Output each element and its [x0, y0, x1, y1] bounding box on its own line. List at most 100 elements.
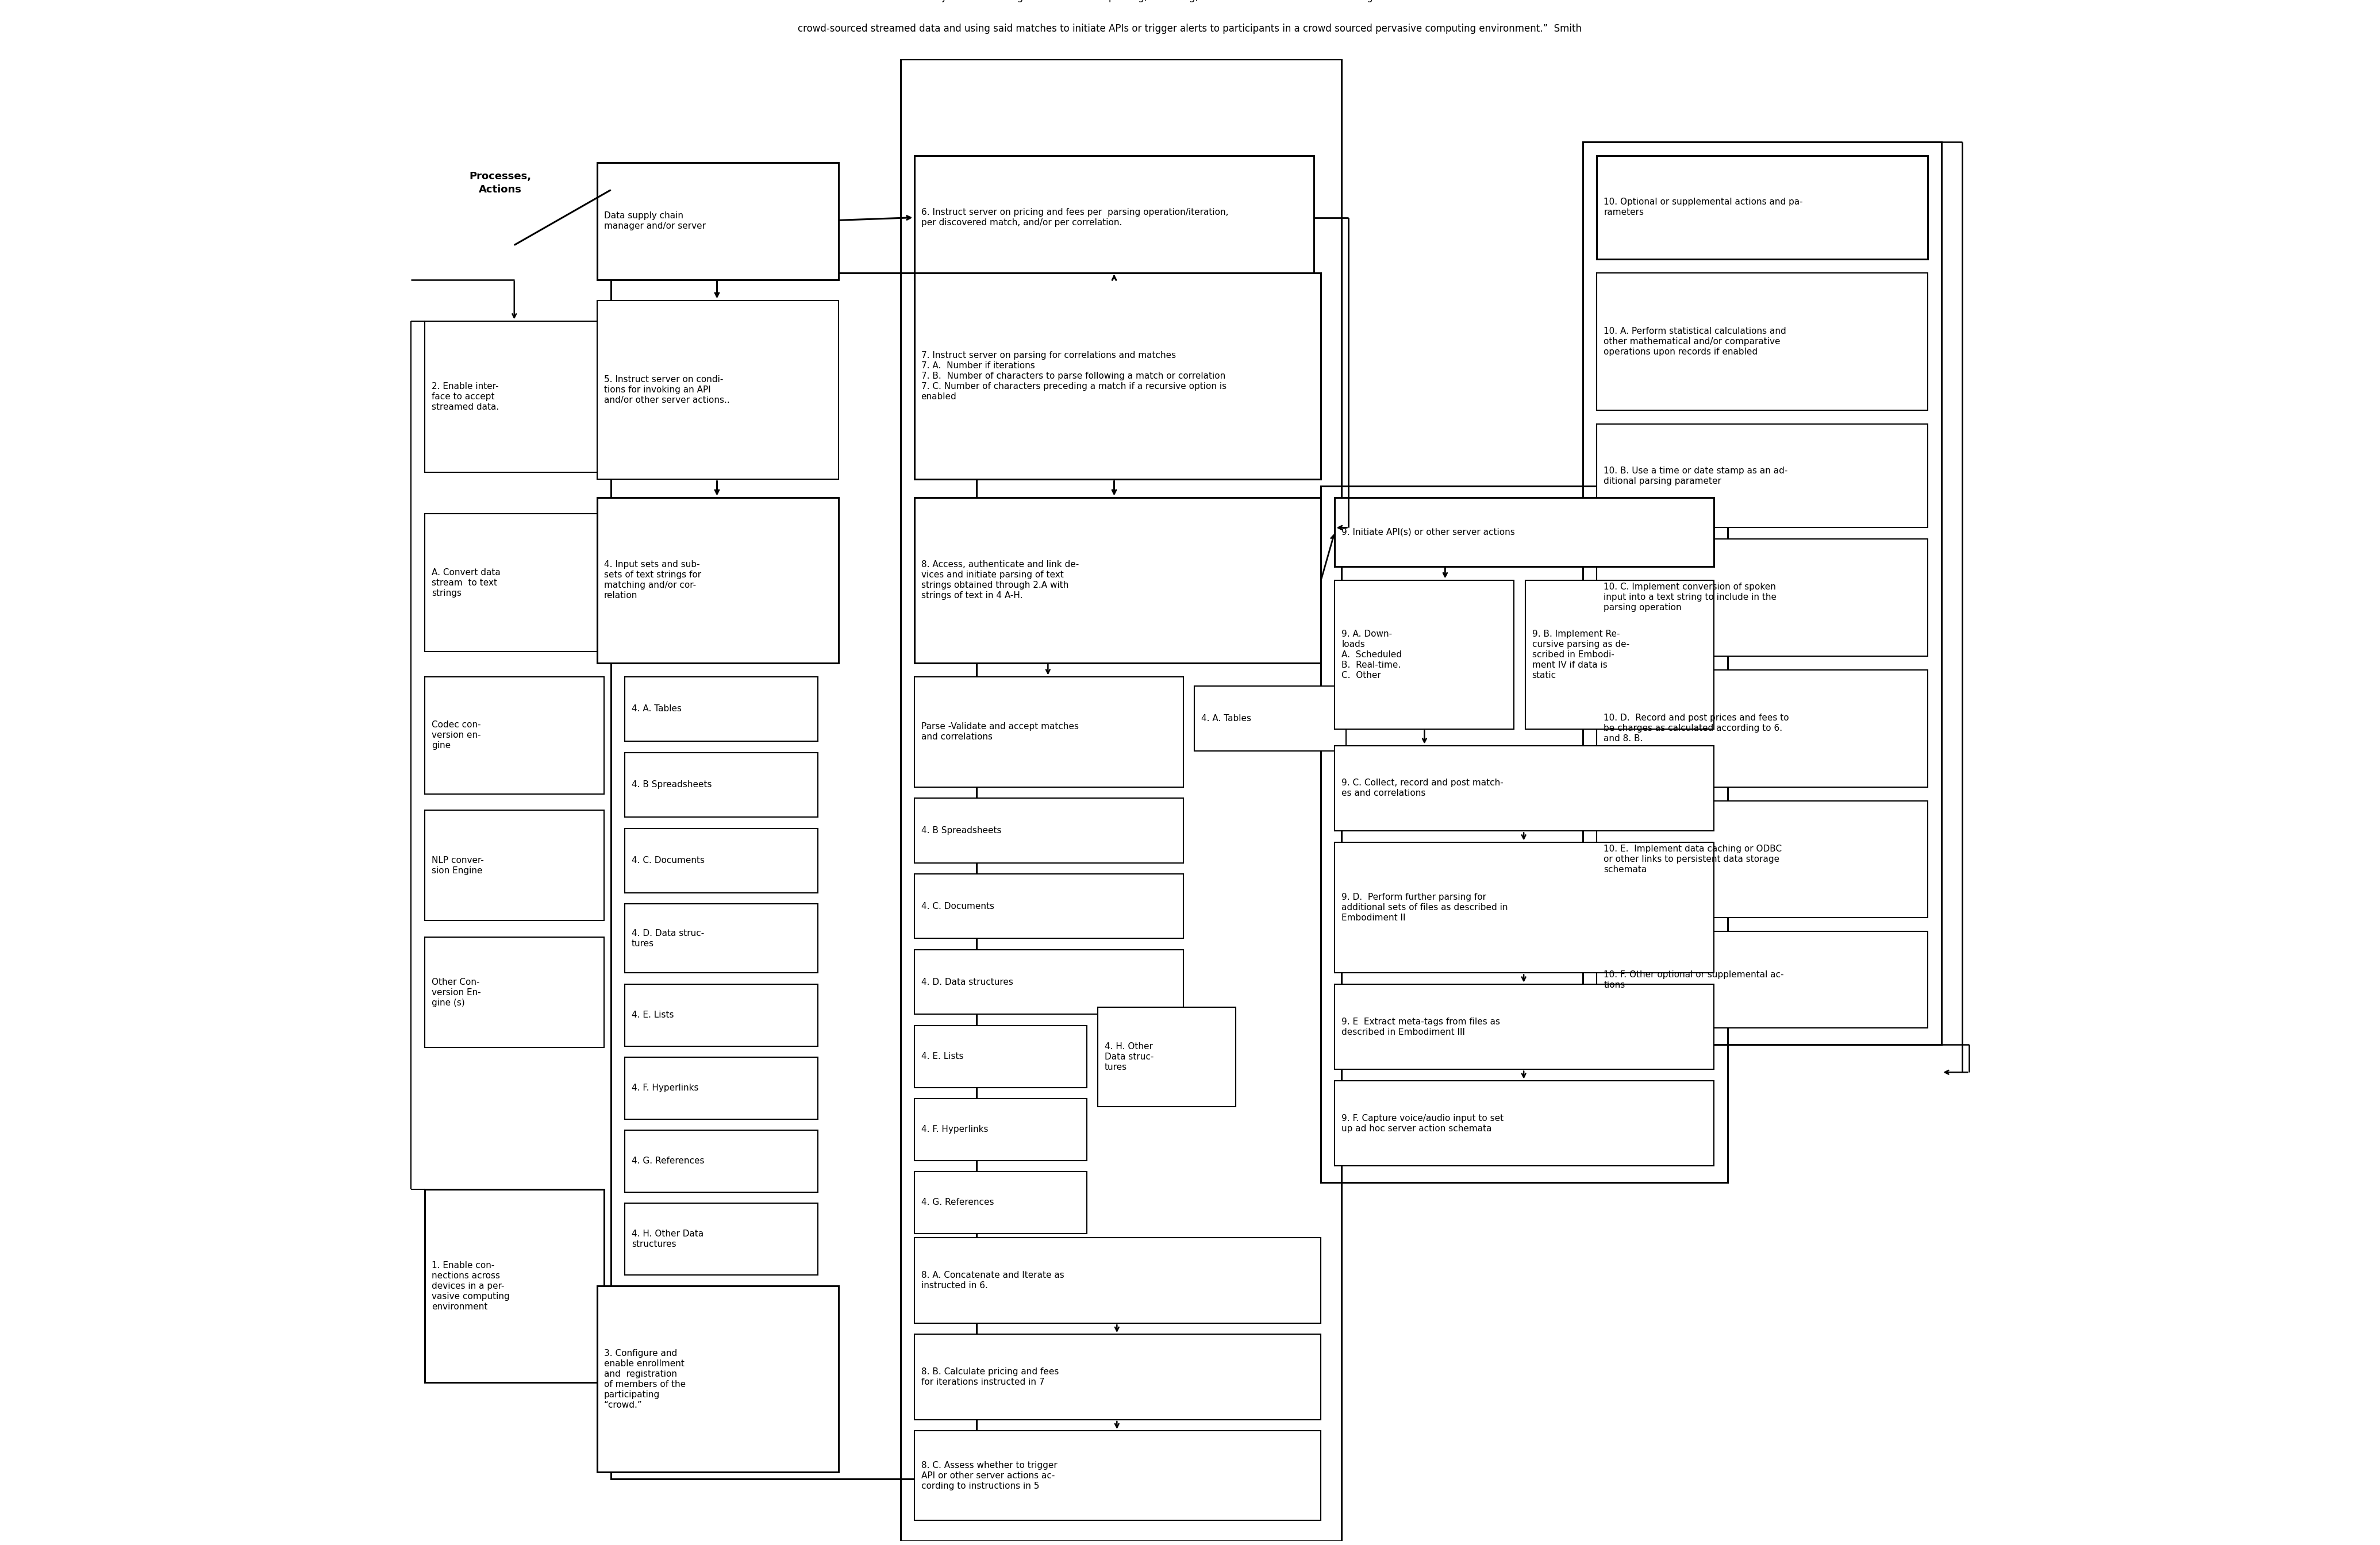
Bar [612, 272, 976, 1479]
Bar [914, 497, 1321, 663]
Text: 2. Enable inter-
face to accept
streamed data.: 2. Enable inter- face to accept streamed… [431, 382, 500, 411]
Text: 4. C. Documents: 4. C. Documents [631, 856, 704, 865]
Text: 9. A. Down-
loads
A.  Scheduled
B.  Real-time.
C.  Other: 9. A. Down- loads A. Scheduled B. Real-t… [1342, 629, 1402, 680]
Text: 4. F. Hyperlinks: 4. F. Hyperlinks [631, 1083, 697, 1092]
Bar [624, 828, 819, 893]
Bar [1583, 142, 1942, 1044]
Bar [914, 1238, 1321, 1323]
Text: 9. D.  Perform further parsing for
additional sets of files as described in
Embo: 9. D. Perform further parsing for additi… [1342, 893, 1509, 922]
Bar [1597, 539, 1928, 657]
Text: 10. Optional or supplemental actions and pa-
rameters: 10. Optional or supplemental actions and… [1604, 198, 1804, 216]
Bar [1097, 1007, 1235, 1106]
Text: Data supply chain
manager and/or server: Data supply chain manager and/or server [605, 212, 704, 230]
Bar [624, 677, 819, 742]
Text: 9. E  Extract meta-tags from files as
described in Embodiment III: 9. E Extract meta-tags from files as des… [1342, 1017, 1499, 1037]
Bar [1597, 425, 1928, 528]
Bar [914, 272, 1321, 479]
Text: 4. H. Other
Data struc-
tures: 4. H. Other Data struc- tures [1104, 1043, 1154, 1072]
Bar [914, 874, 1183, 938]
Text: 10. B. Use a time or date stamp as an ad-
ditional parsing parameter: 10. B. Use a time or date stamp as an ad… [1604, 467, 1787, 485]
Bar [1597, 932, 1928, 1027]
Bar [1321, 487, 1728, 1182]
Text: 4. G. References: 4. G. References [921, 1199, 995, 1207]
Text: Parse -Validate and accept matches
and correlations: Parse -Validate and accept matches and c… [921, 722, 1078, 742]
Bar [624, 752, 819, 817]
Bar [1335, 984, 1714, 1069]
Bar [914, 677, 1183, 786]
Text: Codec con-
version en-
gine: Codec con- version en- gine [431, 720, 481, 749]
Bar [424, 321, 605, 473]
Text: A. Convert data
stream  to text
strings: A. Convert data stream to text strings [431, 569, 500, 598]
Bar [624, 1131, 819, 1193]
Text: 10. E.  Implement data caching or ODBC
or other links to persistent data storage: 10. E. Implement data caching or ODBC or… [1604, 845, 1783, 874]
Text: 10. A. Perform statistical calculations and
other mathematical and/or comparativ: 10. A. Perform statistical calculations … [1604, 328, 1787, 357]
Bar [914, 1098, 1088, 1160]
Text: 9. Initiate API(s) or other server actions: 9. Initiate API(s) or other server actio… [1342, 527, 1516, 536]
Text: 8. Access, authenticate and link de-
vices and initiate parsing of text
strings : 8. Access, authenticate and link de- vic… [921, 561, 1078, 599]
Text: 4. E. Lists: 4. E. Lists [631, 1010, 674, 1020]
Bar [1195, 686, 1345, 751]
Bar [597, 497, 838, 663]
Text: 9. C. Collect, record and post match-
es and correlations: 9. C. Collect, record and post match- es… [1342, 779, 1504, 797]
Bar [1526, 579, 1714, 729]
Bar [1335, 746, 1714, 831]
Bar [597, 162, 838, 280]
Text: 5. Instruct server on condi-
tions for invoking an API
and/or other server actio: 5. Instruct server on condi- tions for i… [605, 375, 731, 405]
Bar [900, 59, 1342, 1540]
Text: 4. F. Hyperlinks: 4. F. Hyperlinks [921, 1125, 988, 1134]
Text: 4. G. References: 4. G. References [631, 1157, 704, 1165]
Bar [424, 938, 605, 1048]
Bar [914, 1335, 1321, 1420]
Text: Processes,
Actions: Processes, Actions [469, 171, 531, 195]
Bar [424, 810, 605, 921]
Text: 9. F. Capture voice/audio input to set
up ad hoc server action schemata: 9. F. Capture voice/audio input to set u… [1342, 1114, 1504, 1132]
Bar [1335, 842, 1714, 973]
Text: NLP conver-
sion Engine: NLP conver- sion Engine [431, 856, 483, 874]
Bar [1597, 156, 1928, 260]
Text: 3. Configure and
enable enrollment
and  registration
of members of the
participa: 3. Configure and enable enrollment and r… [605, 1349, 685, 1409]
Bar [1597, 669, 1928, 786]
Text: 7. Instruct server on parsing for correlations and matches
7. A.  Number if iter: 7. Instruct server on parsing for correl… [921, 351, 1226, 402]
Text: 8. C. Assess whether to trigger
API or other server actions ac-
cording to instr: 8. C. Assess whether to trigger API or o… [921, 1462, 1057, 1491]
Text: crowd-sourced streamed data and using said matches to initiate APIs or trigger a: crowd-sourced streamed data and using sa… [797, 23, 1583, 34]
Bar [914, 797, 1183, 862]
Text: 4. Input sets and sub-
sets of text strings for
matching and/or cor-
relation: 4. Input sets and sub- sets of text stri… [605, 561, 702, 599]
Text: 4. D. Data structures: 4. D. Data structures [921, 978, 1014, 986]
Bar [1335, 579, 1514, 729]
Bar [597, 300, 838, 479]
Text: Other Con-
version En-
gine (s): Other Con- version En- gine (s) [431, 978, 481, 1007]
Text: 6. Instruct server on pricing and fees per  parsing operation/iteration,
per dis: 6. Instruct server on pricing and fees p… [921, 209, 1228, 227]
Text: 8. B. Calculate pricing and fees
for iterations instructed in 7: 8. B. Calculate pricing and fees for ite… [921, 1367, 1059, 1386]
Bar [424, 677, 605, 794]
Bar [914, 1171, 1088, 1233]
Bar [624, 1204, 819, 1275]
Bar [1335, 1080, 1714, 1166]
Text: 4. H. Other Data
structures: 4. H. Other Data structures [631, 1230, 704, 1248]
Bar [1597, 800, 1928, 918]
Text: 4. B Spreadsheets: 4. B Spreadsheets [921, 827, 1002, 834]
Bar [624, 904, 819, 973]
Text: 4. D. Data struc-
tures: 4. D. Data struc- tures [631, 929, 704, 949]
Text: 10. D.  Record and post prices and fees to
be charges as calculated according to: 10. D. Record and post prices and fees t… [1604, 714, 1790, 743]
Bar [624, 1057, 819, 1119]
Text: 4. E. Lists: 4. E. Lists [921, 1052, 964, 1061]
Bar [914, 1431, 1321, 1520]
Bar [914, 950, 1183, 1015]
Bar [914, 156, 1314, 280]
Text: 4. C. Documents: 4. C. Documents [921, 902, 995, 910]
Text: 1. Enable con-
nections across
devices in a per-
vasive computing
environment: 1. Enable con- nections across devices i… [431, 1261, 509, 1312]
Bar [624, 984, 819, 1046]
Text: F for “A system for setting fees for iterative parsing, matching, and correlatio: F for “A system for setting fees for ite… [897, 0, 1483, 2]
Bar [597, 1285, 838, 1472]
Bar [424, 514, 605, 652]
Bar [1335, 497, 1714, 567]
Text: 4. B Spreadsheets: 4. B Spreadsheets [631, 780, 712, 789]
Text: 10. C. Implement conversion of spoken
input into a text string to include in the: 10. C. Implement conversion of spoken in… [1604, 582, 1778, 612]
Text: 8. A. Concatenate and Iterate as
instructed in 6.: 8. A. Concatenate and Iterate as instruc… [921, 1272, 1064, 1290]
Text: 9. B. Implement Re-
cursive parsing as de-
scribed in Embodi-
ment IV if data is: 9. B. Implement Re- cursive parsing as d… [1533, 629, 1630, 680]
Text: 4. A. Tables: 4. A. Tables [1202, 714, 1252, 723]
Text: 10. F. Other optional or supplemental ac-
tions: 10. F. Other optional or supplemental ac… [1604, 970, 1785, 989]
Bar [424, 1190, 605, 1383]
Bar [914, 1026, 1088, 1088]
Text: 4. A. Tables: 4. A. Tables [631, 705, 681, 714]
